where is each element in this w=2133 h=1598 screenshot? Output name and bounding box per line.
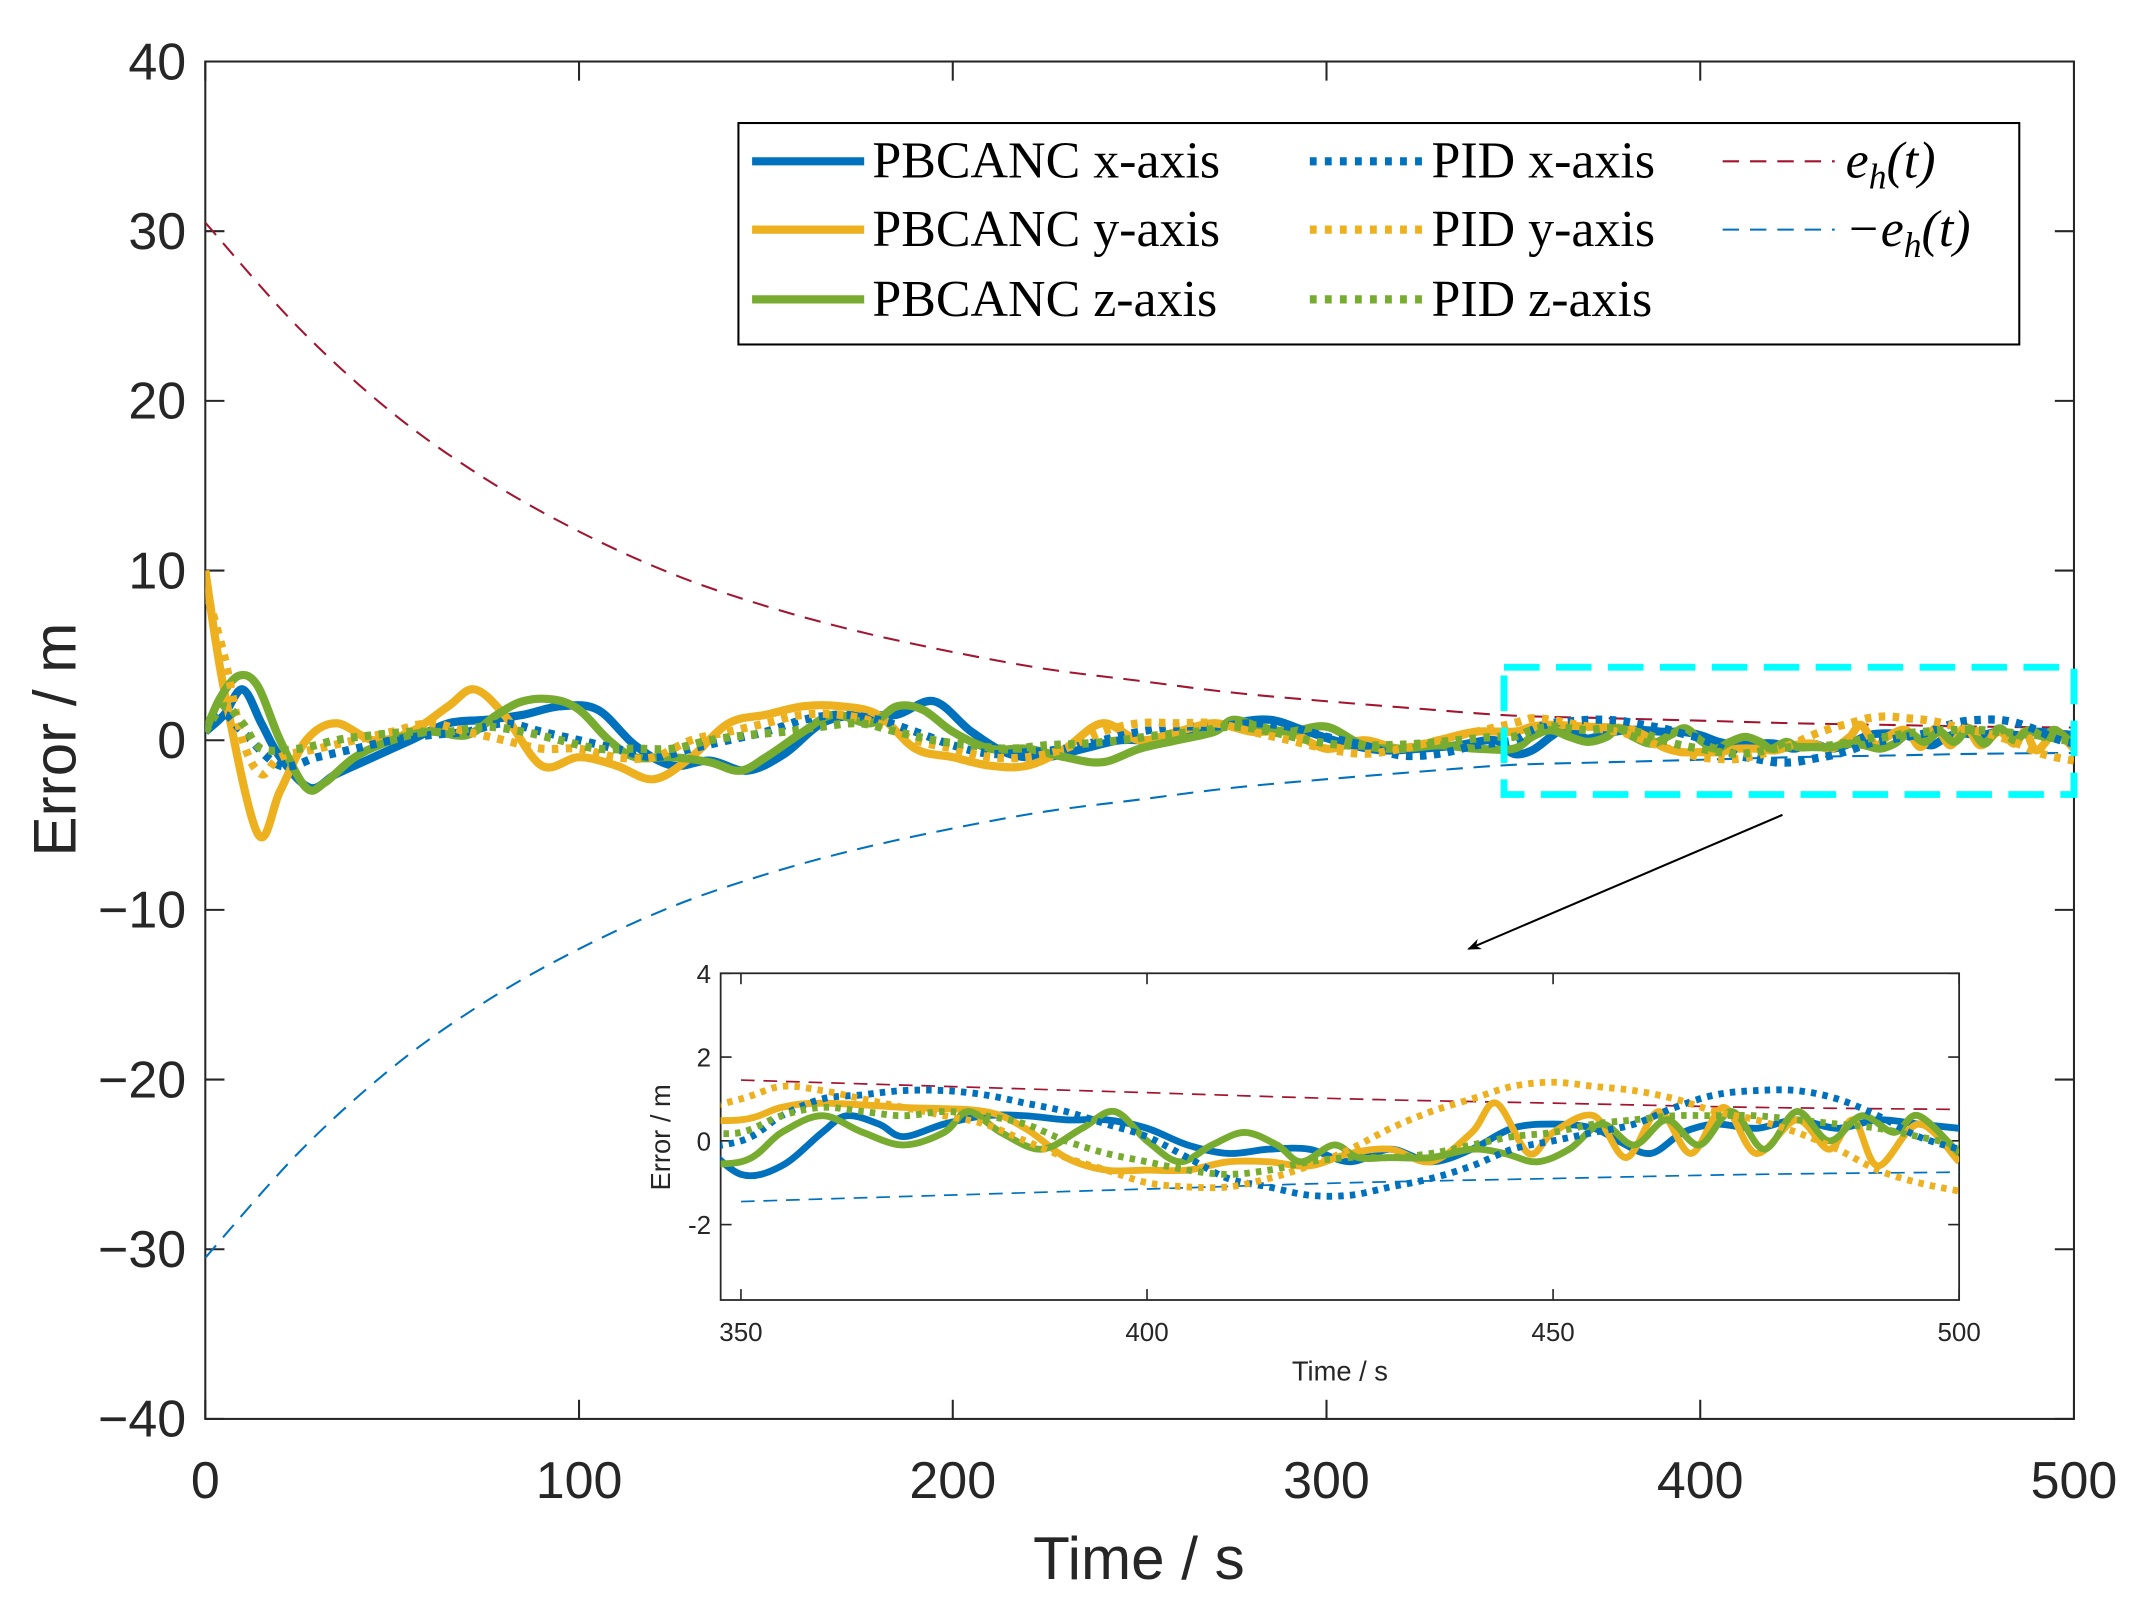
main-series-pid-x-axis (205, 710, 2074, 771)
x-tick-label: 0 (191, 1452, 220, 1510)
inset-axes: 350 400 450 500 4 2 0 -2 Time / s Error / m (645, 959, 1981, 1387)
inset-series-pid-y-axis (720, 1078, 1960, 1195)
inset-y-tick-label: 4 (697, 959, 711, 989)
legend-label-base: e (1846, 133, 1869, 190)
inset-series-e-h-t (740, 1171, 1960, 1203)
zoom-arrow (1467, 813, 1783, 950)
legend-label-argument: (t) (1887, 133, 1936, 190)
y-axis-label: Error / m (21, 623, 88, 857)
x-tick-label: 300 (1283, 1452, 1370, 1510)
inset-y-tick-label: -2 (688, 1210, 711, 1240)
inset-series-pid-z-axis (720, 1103, 1960, 1178)
legend-label-base: −e (1846, 201, 1904, 258)
x-tick-label: 400 (1657, 1452, 1744, 1510)
x-axis-label: Time / s (1033, 1525, 1245, 1592)
y-tick-label: −40 (98, 1391, 186, 1449)
x-tick-label: 100 (536, 1452, 623, 1510)
inset-x-tick-label: 450 (1531, 1317, 1574, 1347)
legend-label-pbcanc-y: PBCANC y-axis (872, 201, 1220, 258)
y-tick-label: 40 (128, 33, 186, 91)
legend: PBCANC x-axis PID x-axis PBCANC y-axis PID … (737, 122, 2021, 346)
legend-label-lower-bound: −eh(t) (1846, 201, 1971, 265)
legend-label-upper-bound: eh(t) (1846, 133, 1936, 197)
zoom-region-box (1500, 663, 2078, 798)
inset-x-tick-label: 350 (719, 1317, 762, 1347)
inset-series-pbcanc-z-axis (720, 1107, 1960, 1168)
inset-x-tick-label: 500 (1937, 1317, 1980, 1347)
y-tick-label: −10 (98, 882, 186, 940)
legend-label-pid-z: PID z-axis (1431, 271, 1652, 328)
y-tick-label: 20 (128, 373, 186, 431)
inset-y-tick-label: 0 (697, 1126, 711, 1156)
main-series-pid-z-axis (205, 702, 2074, 758)
legend-label-subscript: h (1869, 157, 1887, 197)
legend-label-pid-y: PID y-axis (1431, 201, 1655, 258)
inset-x-tick-label: 400 (1125, 1317, 1168, 1347)
main-series-e-h-t (205, 751, 2074, 1259)
inset-y-tick-label: 2 (697, 1043, 711, 1073)
main-series-pid-y-axis (205, 586, 2074, 779)
legend-label-subscript: h (1904, 225, 1922, 265)
y-tick-label: −20 (98, 1051, 186, 1109)
inset-x-axis-label: Time / s (1292, 1356, 1388, 1387)
x-tick-label: 200 (909, 1452, 996, 1510)
y-tick-label: 30 (128, 203, 186, 261)
legend-label-pbcanc-x: PBCANC x-axis (872, 133, 1220, 190)
legend-label-argument: (t) (1922, 201, 1971, 258)
main-series-e-h-t (205, 221, 2074, 729)
inset-series-e-h-t (740, 1079, 1960, 1111)
inset-y-axis-label: Error / m (645, 1084, 676, 1190)
x-tick-label: 500 (2031, 1452, 2118, 1510)
y-tick-label: 10 (128, 542, 186, 600)
legend-box (737, 122, 2021, 346)
y-tick-label: −30 (98, 1221, 186, 1279)
y-tick-label: 0 (157, 712, 186, 770)
inset-series-pid-x-axis (720, 1086, 1960, 1200)
legend-label-pbcanc-z: PBCANC z-axis (872, 271, 1217, 328)
legend-label-pid-x: PID x-axis (1431, 133, 1655, 190)
